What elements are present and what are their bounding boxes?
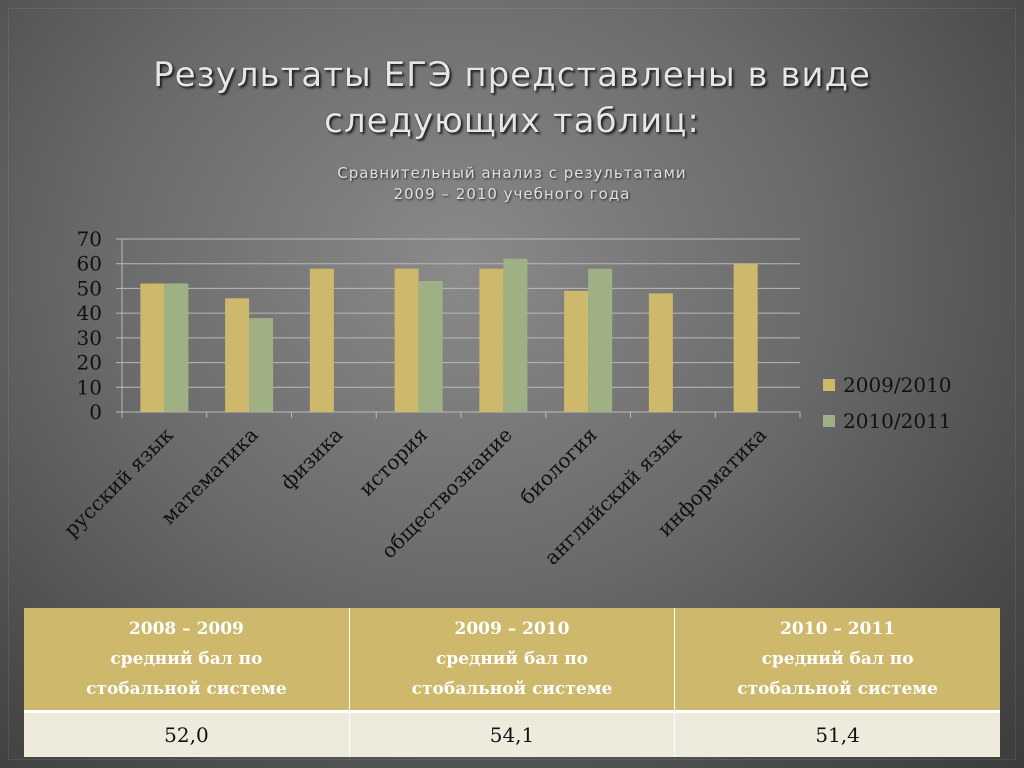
header-line2: средний бал по (435, 649, 588, 669)
x-category-label: биология (515, 423, 602, 510)
legend-item-2010-2011: 2010/2011 (823, 403, 952, 439)
bar-2010-2011 (164, 283, 189, 412)
x-category-label: русский язык (59, 422, 178, 541)
y-tick-label: 70 (77, 227, 102, 251)
bar-2009-2010 (733, 263, 758, 412)
header-line3: стобальной системе (737, 679, 938, 699)
y-tick-label: 10 (77, 375, 102, 399)
results-table-header-row: 2008 – 2009 средний бал по стобальной си… (24, 608, 1000, 713)
x-category-label: физика (276, 423, 348, 495)
results-header-2009-2010: 2009 – 2010 средний бал по стобальной си… (349, 608, 676, 713)
bar-2009-2010 (309, 268, 334, 412)
bar-2009-2010 (564, 290, 589, 412)
legend-swatch-2009-2010 (823, 379, 835, 391)
legend-swatch-2010-2011 (823, 415, 835, 427)
header-line3: стобальной системе (86, 679, 287, 699)
bar-2009-2010 (648, 293, 673, 412)
legend-label-2010-2011: 2010/2011 (843, 409, 952, 433)
results-header-2008-2009: 2008 – 2009 средний бал по стобальной си… (24, 608, 350, 713)
bar-2010-2011 (249, 318, 274, 412)
bar-2009-2010 (140, 283, 165, 412)
header-line2: средний бал по (110, 649, 263, 669)
y-tick-label: 30 (77, 326, 102, 350)
slide-title: Результаты ЕГЭ представлены в виде следу… (153, 55, 871, 141)
y-tick-label: 20 (77, 351, 102, 375)
legend-item-2009-2010: 2009/2010 (823, 367, 952, 403)
bar-2010-2011 (418, 281, 443, 412)
header-line3: стобальной системе (411, 679, 613, 699)
bar-2009-2010 (479, 268, 504, 412)
y-tick-label: 50 (77, 276, 102, 300)
subtitle-line-2: 2009 – 2010 учебного года (393, 185, 631, 203)
header-years: 2009 – 2010 (454, 619, 570, 639)
bar-2009-2010 (394, 268, 419, 412)
header-years: 2010 – 2011 (780, 619, 896, 639)
bar-2010-2011 (503, 258, 528, 412)
legend-label-2009-2010: 2009/2010 (843, 373, 952, 397)
bar-2010-2011 (588, 268, 613, 412)
results-value-2009-2010: 54,1 (349, 711, 676, 757)
y-tick-label: 0 (89, 400, 102, 424)
results-header-2010-2011: 2010 – 2011 средний бал по стобальной си… (674, 608, 1000, 713)
y-tick-label: 60 (77, 252, 102, 276)
results-table-row: 52,0 54,1 51,4 (24, 711, 1000, 757)
results-value-2010-2011: 51,4 (674, 711, 1000, 757)
header-years: 2008 – 2009 (128, 619, 244, 639)
y-tick-label: 40 (77, 301, 102, 325)
subtitle-line-1: Сравнительный анализ с результатами (337, 164, 687, 182)
chart-legend: 2009/2010 2010/2011 (823, 367, 952, 439)
bar-2009-2010 (225, 298, 250, 412)
header-line2: средний бал по (761, 649, 914, 669)
results-table: 2008 – 2009 средний бал по стобальной си… (24, 608, 1000, 757)
chart-subtitle: Сравнительный анализ с результатами 2009… (0, 163, 1024, 205)
results-value-2008-2009: 52,0 (24, 711, 350, 757)
x-category-label: история (354, 423, 432, 501)
